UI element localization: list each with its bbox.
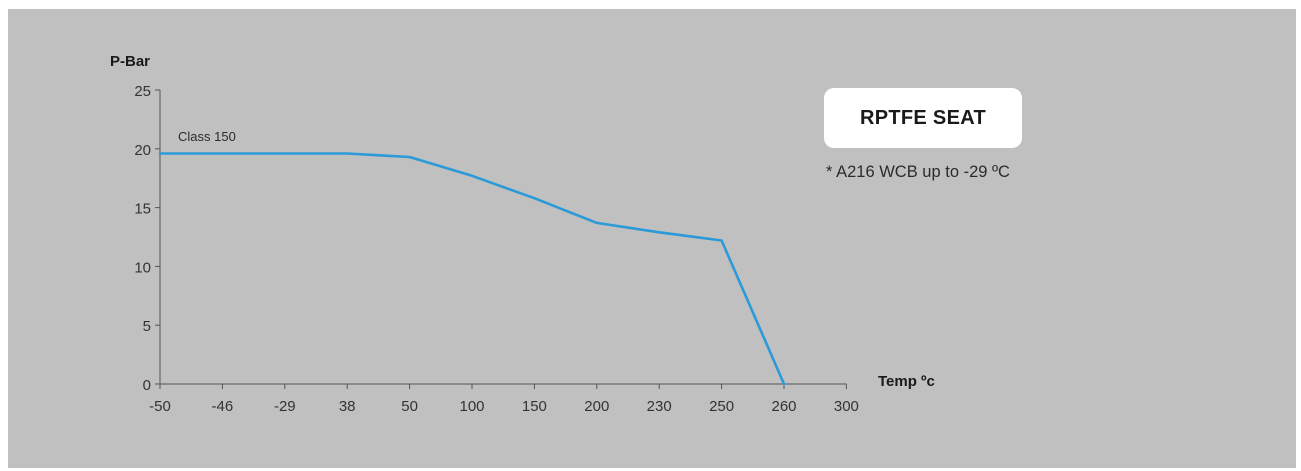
y-axis-label: P-Bar <box>110 53 150 70</box>
series-label-class-150: Class 150 <box>178 129 236 144</box>
x-axis-ticks: -50 -46 -29 38 50 100 150 200 230 250 260 300 <box>149 384 859 415</box>
rptfe-seat-badge: RPTFE SEAT <box>824 88 1022 148</box>
y-tick-label: 5 <box>143 318 151 335</box>
x-tick-label: 200 <box>584 398 609 415</box>
x-tick-label: 38 <box>339 398 356 415</box>
x-tick-label: 300 <box>834 398 859 415</box>
x-tick-label: 230 <box>647 398 672 415</box>
chart-axes <box>159 90 847 385</box>
x-tick-label: 100 <box>459 398 484 415</box>
material-note: * A216 WCB up to -29 ºC <box>826 163 1010 181</box>
x-tick-label: 250 <box>709 398 734 415</box>
series-line-class-150 <box>158 152 786 386</box>
y-tick-label: 15 <box>134 201 151 218</box>
series-lines <box>158 152 786 386</box>
x-tick-label: 260 <box>771 398 796 415</box>
y-tick-label: 10 <box>134 259 151 276</box>
x-tick-label: 50 <box>401 398 418 415</box>
chart-panel <box>8 9 1296 468</box>
y-axis-ticks: 0 5 10 15 20 25 <box>134 83 160 394</box>
y-tick-label: 0 <box>143 377 151 394</box>
x-tick-label: -50 <box>149 398 171 415</box>
x-axis-label: Temp ºc <box>878 373 935 390</box>
x-tick-label: -29 <box>274 398 296 415</box>
y-tick-label: 25 <box>134 83 151 100</box>
x-tick-label: -46 <box>212 398 234 415</box>
y-tick-label: 20 <box>134 142 151 159</box>
x-tick-label: 150 <box>522 398 547 415</box>
